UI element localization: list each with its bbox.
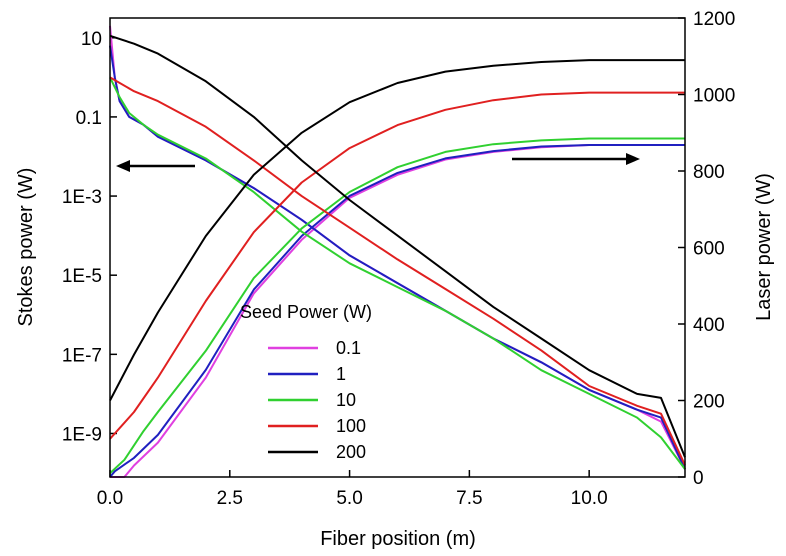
right-y-tick-label: 0 bbox=[693, 468, 704, 489]
laser-line-0.1 bbox=[110, 144, 685, 478]
right-y-tick-label: 1000 bbox=[693, 86, 735, 107]
legend-label-200: 200 bbox=[336, 442, 366, 462]
laser-line-100 bbox=[109, 91, 685, 440]
stokes-line-200 bbox=[109, 34, 686, 458]
plot-frame bbox=[109, 17, 686, 478]
left-y-tick-label: 1E-3 bbox=[62, 187, 102, 208]
left-y-tick-label: 1E-5 bbox=[62, 266, 102, 287]
right-axis-arrow bbox=[512, 153, 640, 165]
left-y-tick-label: 10 bbox=[81, 29, 102, 50]
left-y-tick-label: 1E-7 bbox=[62, 345, 102, 366]
legend-label-100: 100 bbox=[336, 416, 366, 436]
laser-line-10 bbox=[109, 137, 685, 474]
legend-label-10: 10 bbox=[336, 390, 356, 410]
laser-line-200 bbox=[109, 59, 685, 401]
ticks-layer: 0.0 2.5 5.0 7.5 10.0 10 0.1 1E-3 1E-5 1E-7 1E-9 0 20… bbox=[62, 9, 735, 509]
series-layer bbox=[109, 25, 686, 478]
left-axis-arrow bbox=[116, 160, 195, 172]
x-tick-label: 7.5 bbox=[456, 488, 482, 509]
x-tick-label: 5.0 bbox=[336, 488, 362, 509]
x-axis-title: Fiber position (m) bbox=[320, 528, 476, 550]
legend-label-0.1: 0.1 bbox=[336, 338, 361, 358]
right-y-axis-title: Laser power (W) bbox=[753, 173, 775, 321]
stokes-line-1 bbox=[109, 45, 686, 470]
left-y-axis-title: Stokes power (W) bbox=[15, 168, 37, 327]
legend-label-1: 1 bbox=[336, 364, 346, 384]
x-tick-label: 10.0 bbox=[571, 488, 608, 509]
left-y-tick-label: 1E-9 bbox=[62, 424, 102, 445]
left-y-tick-label: 0.1 bbox=[76, 108, 102, 129]
right-y-tick-label: 400 bbox=[693, 315, 725, 336]
right-y-tick-label: 600 bbox=[693, 239, 725, 260]
x-tick-label: 0.0 bbox=[97, 488, 123, 509]
right-y-tick-label: 800 bbox=[693, 162, 725, 183]
legend-title: Seed Power (W) bbox=[240, 302, 372, 322]
stokes-line-100 bbox=[109, 76, 686, 466]
x-tick-label: 2.5 bbox=[217, 488, 243, 509]
legend: Seed Power (W) 0.1 1 10 100 200 bbox=[240, 302, 372, 462]
laser-line-1 bbox=[109, 144, 685, 478]
stokes-line-10 bbox=[109, 76, 686, 470]
right-y-tick-label: 200 bbox=[693, 392, 725, 413]
right-y-tick-label: 1200 bbox=[693, 9, 735, 30]
